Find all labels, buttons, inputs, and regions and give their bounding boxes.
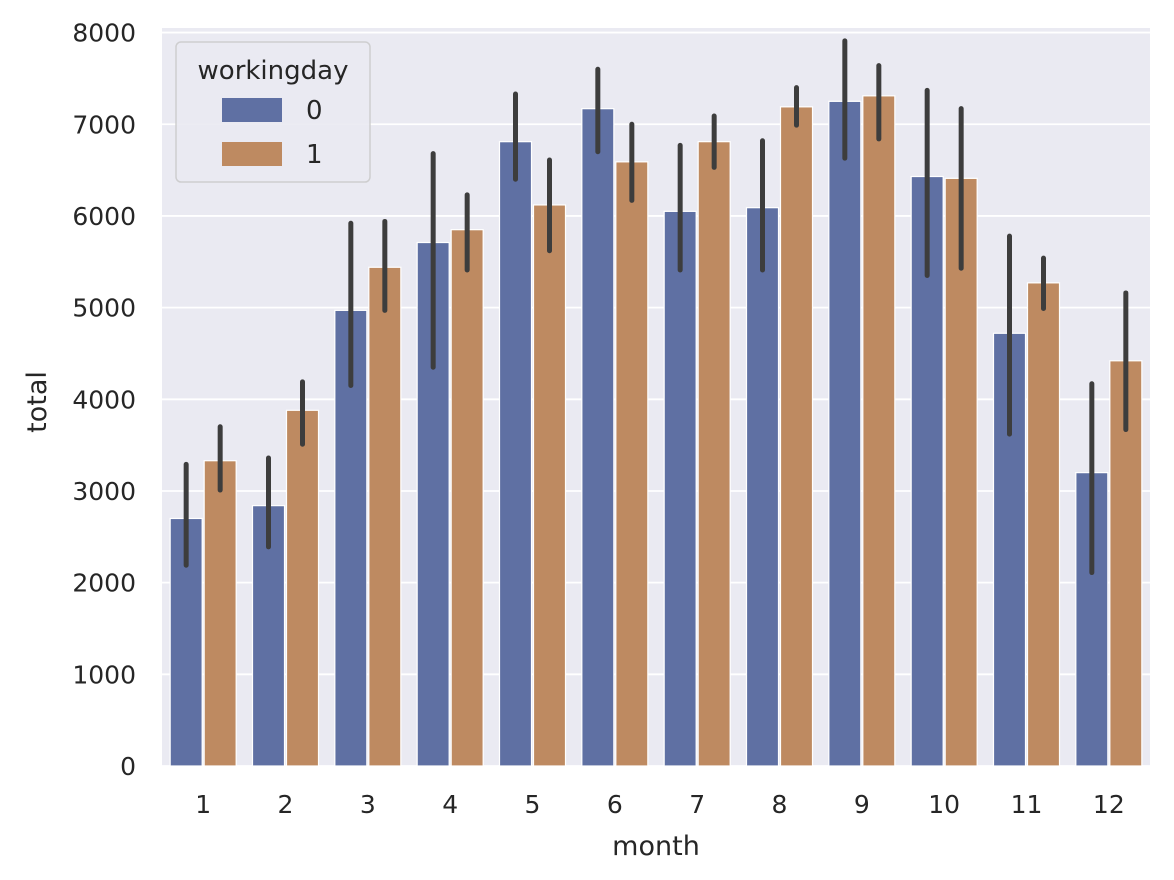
bar-series-0-month-8 <box>745 207 780 767</box>
bar-series-0-month-5 <box>498 141 533 767</box>
bars <box>169 95 1143 767</box>
bar-series-1-month-11 <box>1026 282 1061 767</box>
x-tick-label: 12 <box>1093 790 1125 819</box>
bar-series-1-month-1 <box>203 460 237 767</box>
x-tick-label: 10 <box>928 790 960 819</box>
bar-series-1-month-9 <box>862 95 896 767</box>
x-tick-label: 2 <box>278 790 294 819</box>
bar-series-0-month-9 <box>828 100 862 767</box>
x-tick-label: 7 <box>689 790 705 819</box>
x-tick-label: 5 <box>525 790 541 819</box>
bar-series-0-month-7 <box>663 210 697 767</box>
legend-swatch-0 <box>222 98 282 122</box>
y-tick-label: 5000 <box>72 294 136 323</box>
bar-series-1-month-5 <box>532 204 567 767</box>
x-tick-label: 8 <box>772 790 788 819</box>
legend-label-1: 1 <box>306 140 323 170</box>
error-bars <box>183 38 1129 576</box>
x-tick-labels: 1 2 3 4 5 6 7 8 9 10 11 12 <box>195 790 1125 819</box>
x-tick-label: 4 <box>442 790 458 819</box>
legend-title: workingday <box>198 56 349 86</box>
y-tick-label: 2000 <box>72 569 136 598</box>
bar-series-1-month-2 <box>285 409 320 767</box>
bar-series-1-month-3 <box>368 266 402 767</box>
bar-series-1-month-4 <box>450 229 484 767</box>
bar-series-1-month-7 <box>697 141 731 767</box>
bar-series-1-month-6 <box>615 161 649 767</box>
y-tick-label: 4000 <box>72 385 136 414</box>
bar-series-1-month-8 <box>779 106 814 767</box>
x-tick-label: 1 <box>195 790 211 819</box>
y-tick-label: 3000 <box>72 477 136 506</box>
y-tick-label: 1000 <box>72 660 136 689</box>
legend-swatch-1 <box>222 142 282 166</box>
x-tick-label: 3 <box>360 790 376 819</box>
y-axis-label: total <box>22 371 53 433</box>
x-axis-label: month <box>612 831 700 862</box>
bar-series-1-month-10 <box>944 177 978 767</box>
y-tick-label: 6000 <box>72 202 136 231</box>
x-tick-label: 6 <box>607 790 623 819</box>
y-tick-label: 8000 <box>72 19 136 48</box>
bar-series-0-month-6 <box>581 108 615 767</box>
legend: workingday 0 1 <box>175 41 371 183</box>
y-tick-label: 7000 <box>72 110 136 139</box>
y-tick-label: 0 <box>120 752 136 781</box>
legend-label-0: 0 <box>306 96 323 126</box>
y-tick-labels: 0 1000 2000 3000 4000 5000 6000 7000 8000 <box>72 19 136 781</box>
x-tick-label: 9 <box>854 790 870 819</box>
x-tick-label: 11 <box>1011 790 1043 819</box>
